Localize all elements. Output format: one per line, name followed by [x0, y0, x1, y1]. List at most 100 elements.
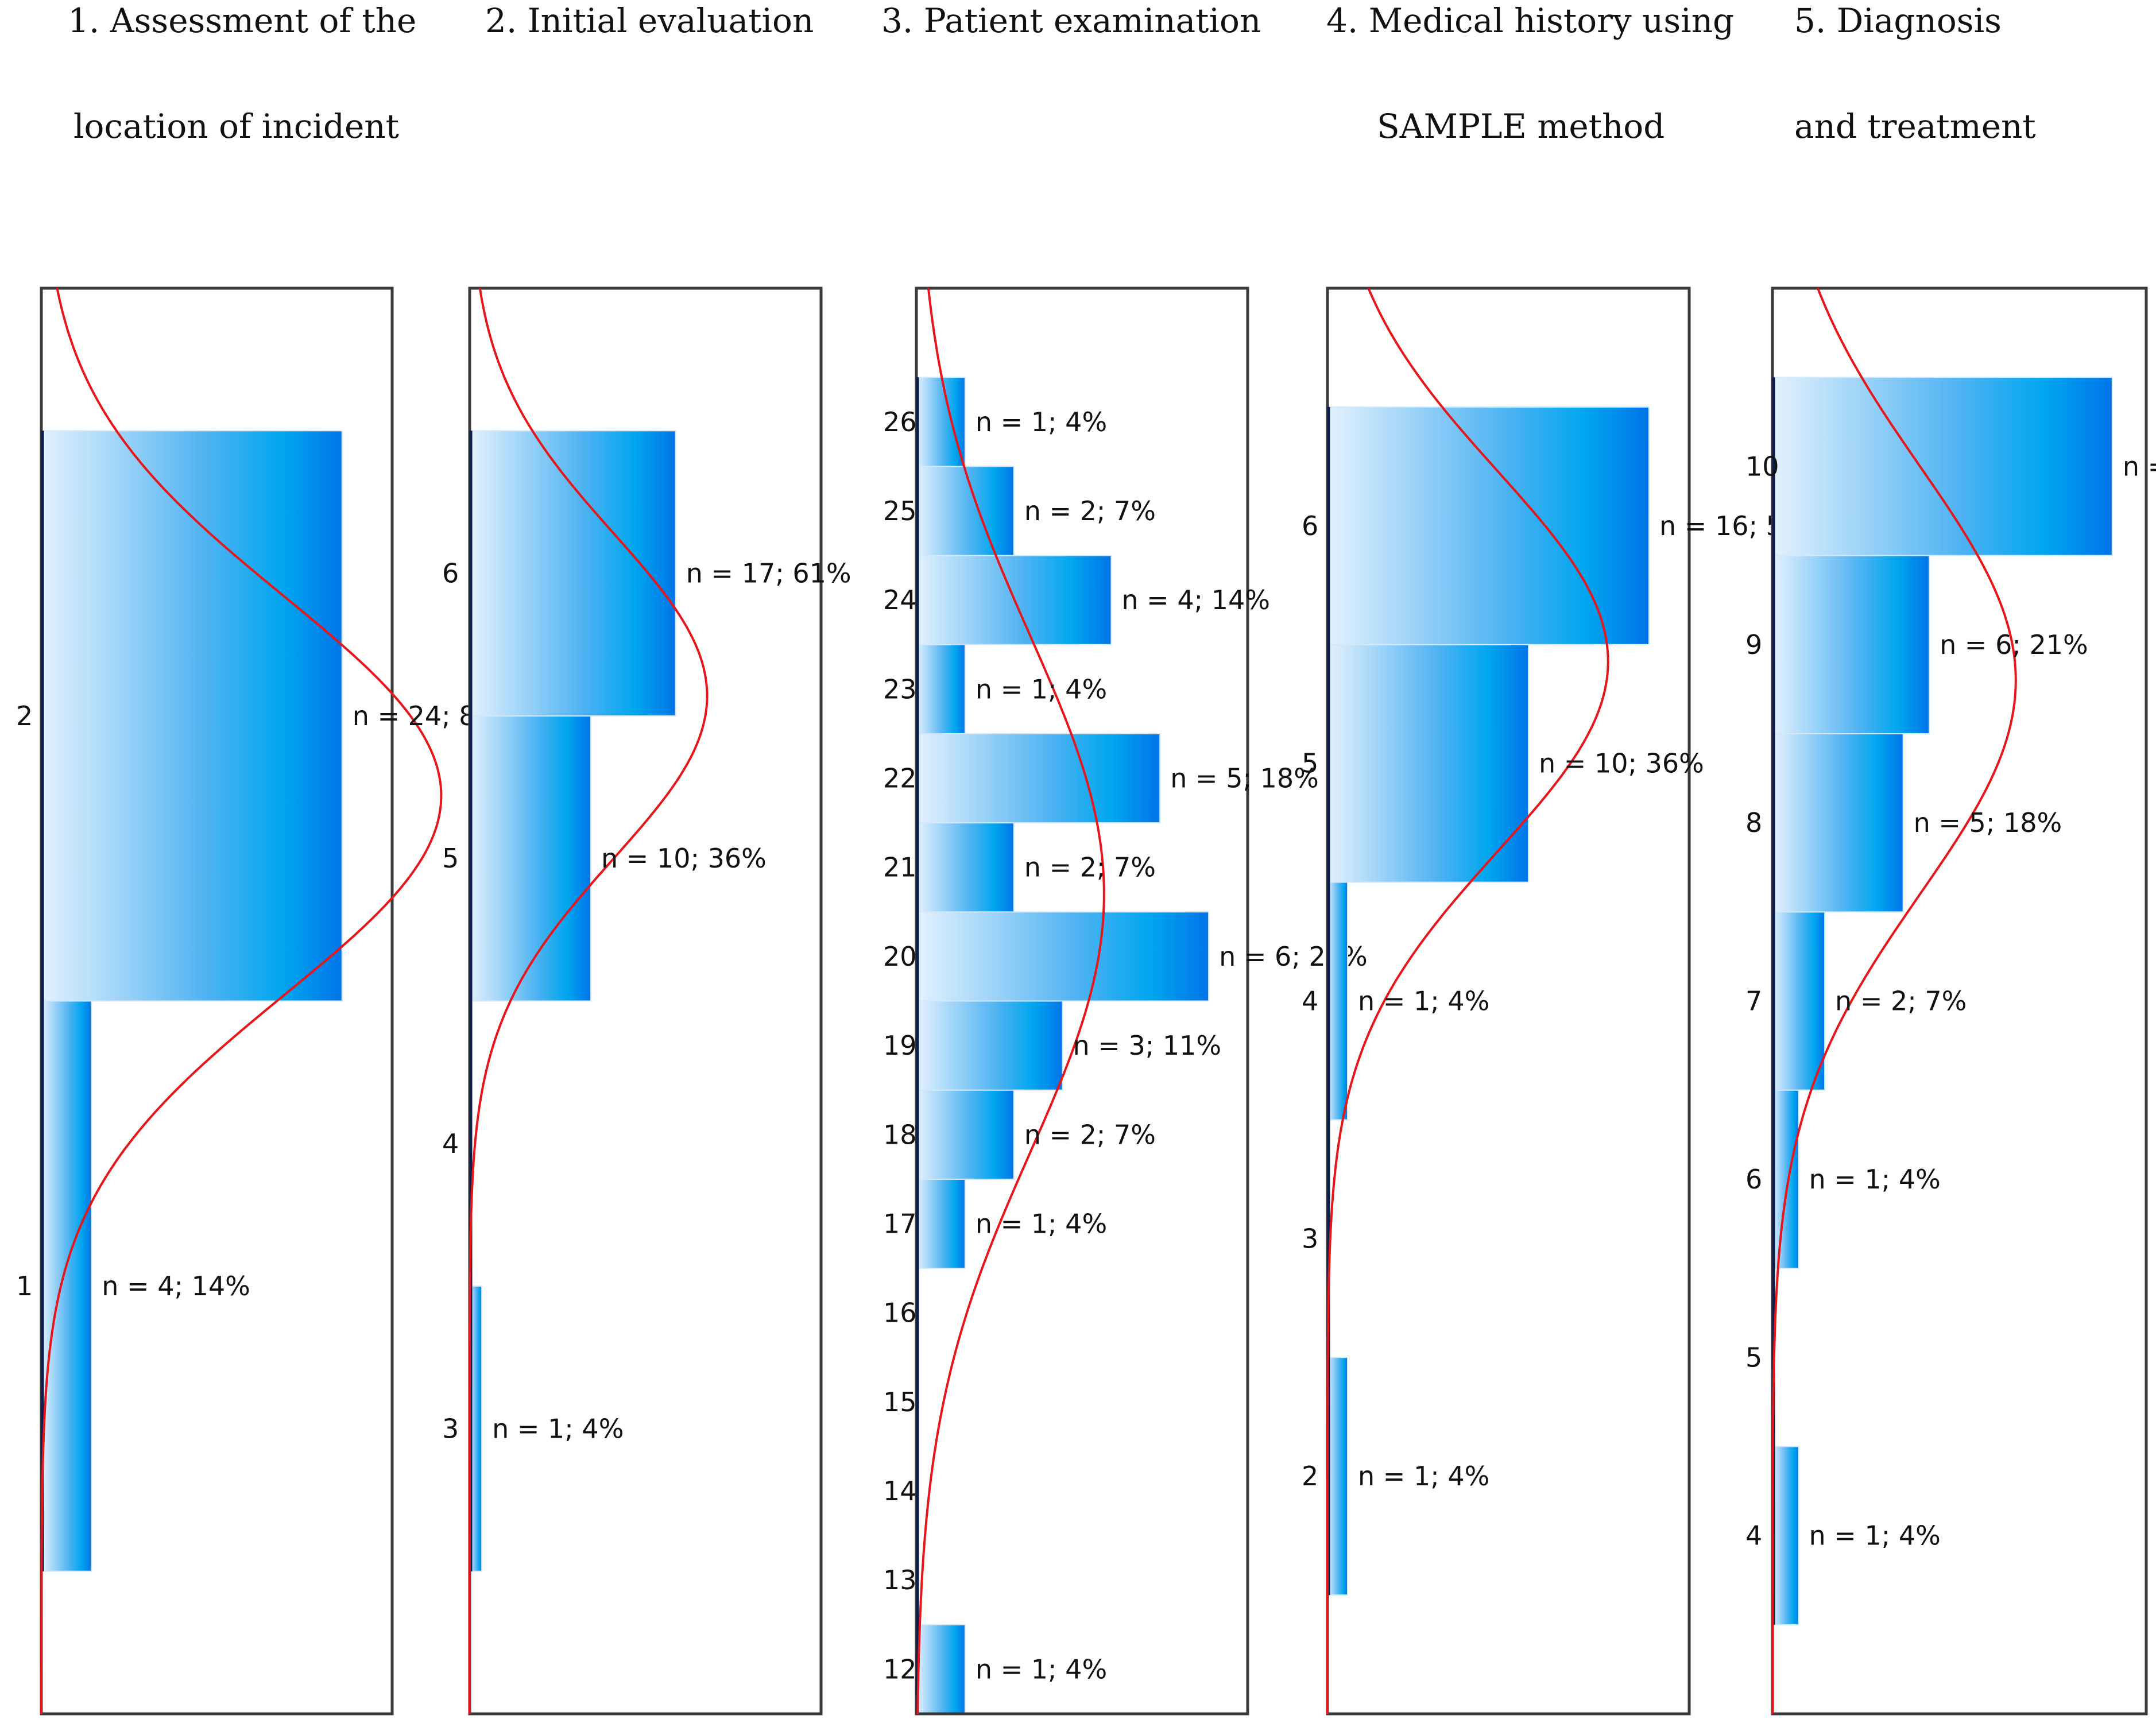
chart-2-bar-6: [469, 430, 676, 717]
chart-3-tick-23: 23: [883, 673, 917, 704]
chart-5-bar-9: [1772, 555, 1930, 734]
chart-5-tick-4: 4: [1745, 1520, 1762, 1551]
chart-4-data-label-5: n = 10; 36%: [1539, 748, 1704, 779]
chart-5-data-label-10: n = 13; 46%: [2123, 451, 2156, 482]
chart-3-data-label-24: n = 4; 14%: [1121, 584, 1270, 615]
chart-5-data-label-9: n = 6; 21%: [1940, 629, 2088, 660]
chart-3-tick-24: 24: [883, 584, 917, 615]
chart-2-title-line-1: 2. Initial evaluation: [485, 1, 814, 40]
chart-5-bar-7: [1772, 911, 1826, 1091]
chart-5-data-label-4: n = 1; 4%: [1809, 1520, 1941, 1551]
chart-1-tick-1: 1: [16, 1271, 33, 1302]
chart-3-data-label-26: n = 1; 4%: [976, 406, 1107, 437]
chart-3-normal-curve: [916, 288, 1105, 1714]
chart-2-tick-4: 4: [442, 1128, 459, 1159]
chart-4-bar-4: [1327, 881, 1348, 1121]
chart-4-tick-6: 6: [1302, 510, 1318, 541]
chart-3-tick-18: 18: [883, 1119, 917, 1150]
chart-3-tick-25: 25: [883, 495, 917, 526]
chart-1-title-line-2: location of incident: [73, 107, 399, 146]
chart-2-data-label-5: n = 10; 36%: [601, 843, 767, 874]
chart-3-data-label-22: n = 5; 18%: [1170, 763, 1319, 794]
chart-4-tick-4: 4: [1302, 986, 1318, 1017]
chart-3-tick-15: 15: [883, 1387, 917, 1418]
chart-4-title-line-1: 4. Medical history using: [1326, 1, 1735, 40]
chart-1-normal-curve: [40, 288, 443, 1714]
chart-3-tick-22: 22: [883, 763, 917, 794]
chart-1: 12n = 4; 14%n = 24; 86%: [16, 286, 518, 1716]
chart-3-tick-26: 26: [883, 406, 917, 437]
chart-5-title-line-2: and treatment: [1794, 107, 2036, 146]
chart-1-title-line-1: 1. Assessment of the: [68, 1, 417, 40]
chart-5-title-line-1: 5. Diagnosis: [1794, 1, 2002, 40]
chart-4-normal-curve: [1326, 288, 1609, 1714]
chart-5-tick-5: 5: [1745, 1342, 1762, 1373]
chart-3-tick-16: 16: [883, 1298, 917, 1329]
chart-3-data-label-18: n = 2; 7%: [1024, 1119, 1156, 1150]
chart-5-tick-7: 7: [1745, 986, 1762, 1017]
chart-1-bar-2: [41, 430, 343, 1002]
chart-5-data-label-6: n = 1; 4%: [1809, 1164, 1941, 1195]
chart-5-data-label-7: n = 2; 7%: [1835, 986, 1967, 1017]
chart-3-data-label-23: n = 1; 4%: [976, 673, 1107, 704]
chart-2-bar-5: [469, 715, 592, 1002]
chart-3-data-label-12: n = 1; 4%: [976, 1654, 1107, 1685]
chart-5-tick-9: 9: [1745, 629, 1762, 660]
chart-5-bar-4: [1772, 1446, 1799, 1625]
chart-3-tick-19: 19: [883, 1030, 917, 1061]
chart-3-tick-17: 17: [883, 1208, 917, 1239]
chart-5-tick-10: 10: [1745, 451, 1779, 482]
chart-1-data-label-1: n = 4; 14%: [102, 1271, 250, 1302]
chart-3-bar-17: [916, 1178, 966, 1269]
chart-5-bar-10: [1772, 377, 2113, 556]
chart-3-bar-21: [916, 822, 1015, 913]
chart-4-tick-5: 5: [1302, 748, 1318, 779]
chart-4-tick-3: 3: [1302, 1223, 1318, 1254]
chart-3-tick-14: 14: [883, 1476, 917, 1507]
chart-5-data-label-8: n = 5; 18%: [1914, 807, 2062, 838]
chart-2-normal-curve: [469, 288, 709, 1714]
chart-3-tick-20: 20: [883, 941, 917, 972]
chart-4-tick-2: 2: [1302, 1461, 1318, 1492]
chart-5-normal-curve: [1771, 288, 2017, 1714]
chart-1-tick-2: 2: [16, 700, 33, 731]
chart-5: 4 5 6 7 8 9 10 n = 1; 4% n = 1; 4% n = 2; 7% n = 5…: [1745, 286, 2156, 1716]
chart-3-data-label-25: n = 2; 7%: [1024, 495, 1156, 526]
chart-3-tick-12: 12: [883, 1654, 917, 1685]
chart-3-data-label-17: n = 1; 4%: [976, 1208, 1107, 1239]
chart-4-bar-5: [1327, 644, 1529, 883]
chart-4-bar-2: [1327, 1357, 1348, 1596]
chart-3-tick-13: 13: [883, 1565, 917, 1596]
chart-4-data-label-2: n = 1; 4%: [1358, 1461, 1489, 1492]
chart-2-tick-3: 3: [442, 1413, 459, 1444]
chart-3-bar-20: [916, 911, 1210, 1002]
chart-3-tick-21: 21: [883, 852, 917, 883]
chart-1-bar-1: [41, 1000, 92, 1572]
chart-5-bar-8: [1772, 733, 1904, 913]
chart-2-data-label-3: n = 1; 4%: [492, 1413, 624, 1444]
chart-2: 3 4 5 6 n = 1; 4% n = 10; 36% n = 17; 61%: [442, 286, 851, 1716]
chart-4-title-line-2: SAMPLE method: [1377, 107, 1665, 146]
chart-4-bar-6: [1327, 406, 1650, 645]
chart-3-bar-23: [916, 644, 966, 734]
chart-3-bar-12: [916, 1624, 966, 1714]
chart-3-bar-19: [916, 1000, 1063, 1091]
chart-5-bar-6: [1772, 1089, 1799, 1269]
chart-3-bar-26: [916, 377, 966, 467]
chart-5-tick-8: 8: [1745, 807, 1762, 838]
chart-3-title-line-1: 3. Patient examination: [881, 1, 1261, 40]
chart-3-bar-22: [916, 733, 1161, 824]
chart-3-bar-18: [916, 1089, 1015, 1180]
chart-2-tick-6: 6: [442, 558, 459, 589]
chart-2-tick-5: 5: [442, 843, 459, 874]
chart-3-bar-25: [916, 466, 1015, 556]
chart-4-data-label-4: n = 1; 4%: [1358, 986, 1489, 1017]
chart-2-data-label-6: n = 17; 61%: [686, 558, 851, 589]
chart-3-data-label-19: n = 3; 11%: [1073, 1030, 1222, 1061]
chart-5-tick-6: 6: [1745, 1164, 1762, 1195]
chart-3-data-label-21: n = 2; 7%: [1024, 852, 1156, 883]
